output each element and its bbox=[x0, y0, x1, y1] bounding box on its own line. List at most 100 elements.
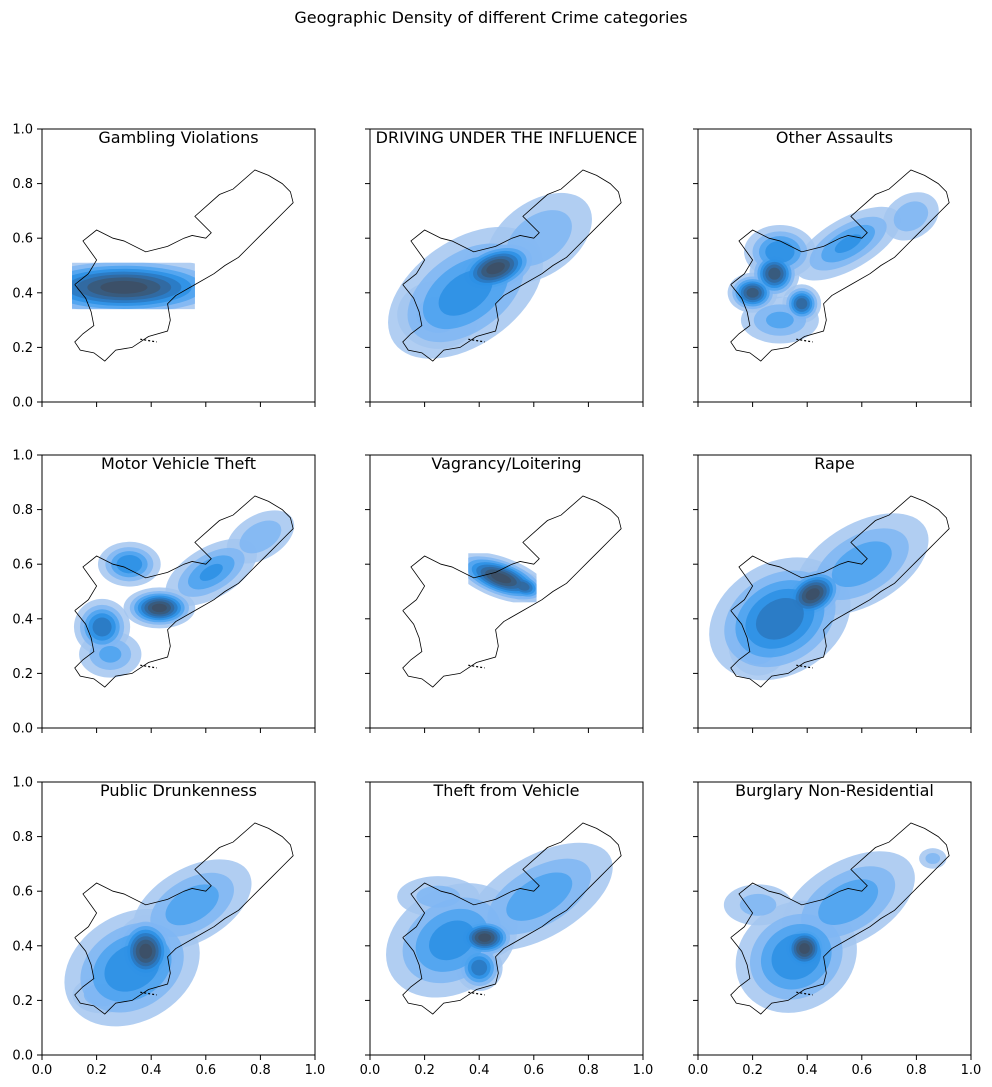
y-tick-label: 0.2 bbox=[12, 341, 33, 356]
density-contour-level-8-1 bbox=[490, 572, 512, 584]
y-tick-label: 0.6 bbox=[12, 885, 33, 900]
boundary-dashed-segment bbox=[468, 338, 485, 343]
density-layer bbox=[709, 513, 929, 681]
city-boundary bbox=[730, 495, 950, 688]
x-tick-label: 0.0 bbox=[32, 1063, 53, 1078]
density-contour-level-8-1 bbox=[139, 943, 153, 959]
density-layer bbox=[727, 192, 939, 344]
x-tick-label: 0.0 bbox=[360, 1063, 381, 1078]
y-tick-label: 0.4 bbox=[12, 612, 33, 627]
boundary-dashed-segment bbox=[140, 991, 157, 996]
density-contour-level-2-6 bbox=[893, 201, 929, 232]
density-contour-level-6-3 bbox=[796, 298, 808, 310]
density-contour-level-8-1 bbox=[151, 603, 167, 613]
density-contour-level-8-1 bbox=[478, 933, 492, 942]
panel-title: Theft from Vehicle bbox=[432, 781, 579, 800]
y-tick-label: 0.8 bbox=[12, 830, 33, 845]
x-tick-label: 0.0 bbox=[688, 1063, 709, 1078]
density-contour-level-6-2 bbox=[516, 581, 530, 591]
x-tick-label: 0.2 bbox=[414, 1063, 435, 1078]
density-contour-level-3-3 bbox=[818, 879, 879, 925]
y-tick-label: 1.0 bbox=[12, 449, 33, 464]
boundary-dashed-segment bbox=[796, 338, 813, 343]
density-contour-level-4-4 bbox=[199, 563, 223, 581]
density-contour-level-4-3 bbox=[429, 920, 475, 961]
density-contour-level-3-4 bbox=[506, 872, 573, 921]
x-tick-label: 0.8 bbox=[578, 1063, 599, 1078]
panel-2: DRIVING UNDER THE INFLUENCE bbox=[365, 128, 644, 407]
panel-title: Public Drunkenness bbox=[100, 781, 257, 800]
boundary-dashed-segment bbox=[468, 664, 485, 669]
x-tick-label: 0.4 bbox=[797, 1063, 818, 1078]
x-tick-label: 0.8 bbox=[906, 1063, 927, 1078]
density-contour-level-8-1 bbox=[486, 262, 505, 275]
axes-frame bbox=[697, 781, 972, 1056]
y-tick-label: 0.0 bbox=[12, 722, 33, 737]
boundary-dashed-segment bbox=[796, 991, 813, 996]
density-contour-level-3-7 bbox=[766, 311, 794, 329]
x-tick-label: 0.4 bbox=[141, 1063, 162, 1078]
density-contour-level-3-3 bbox=[165, 884, 219, 926]
panel-6: Rape bbox=[693, 454, 972, 733]
y-tick-label: 1.0 bbox=[12, 776, 33, 791]
axes-frame bbox=[369, 128, 644, 403]
y-tick-label: 0.0 bbox=[12, 396, 33, 411]
city-boundary bbox=[74, 495, 294, 688]
y-tick-label: 1.0 bbox=[12, 123, 33, 138]
panel-title: Gambling Violations bbox=[98, 128, 258, 147]
density-contour-level-8-1 bbox=[799, 943, 810, 954]
panel-title: DRIVING UNDER THE INFLUENCE bbox=[376, 128, 638, 147]
axes-frame bbox=[697, 128, 972, 403]
boundary-dashed-segment bbox=[140, 664, 157, 669]
density-contour-level-8-1 bbox=[805, 588, 820, 601]
city-boundary bbox=[730, 169, 950, 362]
y-tick-label: 0.6 bbox=[12, 232, 33, 247]
panel-title: Burglary Non-Residential bbox=[735, 781, 934, 800]
city-boundary bbox=[730, 822, 950, 1015]
panel-1: 0.0 0.2 0.4 0.6 0.8 1.0 Gambling Violations bbox=[12, 123, 316, 411]
density-contour-level-2-4 bbox=[739, 893, 777, 916]
panel-title: Vagrancy/Loitering bbox=[431, 454, 581, 473]
axes-frame bbox=[369, 454, 644, 729]
x-tick-label: 1.0 bbox=[633, 1063, 654, 1078]
figure-title: Geographic Density of different Crime ca… bbox=[294, 8, 687, 27]
x-tick-label: 1.0 bbox=[305, 1063, 326, 1078]
panel-8: 0.0 0.2 0.4 0.6 0.8 1.0 Theft from Vehicle bbox=[360, 781, 654, 1078]
density-layer bbox=[468, 553, 537, 603]
density-layer bbox=[388, 192, 592, 359]
panel-7: 0.0 0.2 0.4 0.6 0.8 1.0 0.0 0.2 0.4 0.6 0.8 1.0 Publ… bbox=[12, 776, 325, 1079]
city-boundary bbox=[402, 169, 622, 362]
x-tick-label: 0.4 bbox=[469, 1063, 490, 1078]
panel-title: Motor Vehicle Theft bbox=[101, 454, 256, 473]
y-tick-label: 0.8 bbox=[12, 177, 33, 192]
density-layer bbox=[386, 842, 613, 998]
axes-frame bbox=[41, 128, 316, 403]
x-tick-label: 1.0 bbox=[961, 1063, 982, 1078]
density-layer bbox=[723, 848, 947, 1013]
panel-4: 0.0 0.2 0.4 0.6 0.8 1.0 Motor Vehicle Theft bbox=[12, 449, 316, 737]
panel-9: 0.0 0.2 0.4 0.6 0.8 1.0 Burglary Non-Residenti… bbox=[688, 781, 982, 1078]
density-contour-level-2-5 bbox=[925, 852, 941, 864]
x-tick-label: 0.8 bbox=[250, 1063, 271, 1078]
city-boundary bbox=[402, 495, 622, 688]
density-contour-level-7-1 bbox=[768, 267, 781, 280]
panel-grid: 0.0 0.2 0.4 0.6 0.8 1.0 Gambling Violations DRI… bbox=[12, 123, 982, 1079]
city-boundary bbox=[74, 169, 294, 362]
density-layer bbox=[73, 510, 295, 678]
density-contour-level-4-4 bbox=[765, 240, 795, 263]
density-contour-level-3-6 bbox=[99, 645, 122, 663]
density-contour-level-8-1 bbox=[100, 280, 148, 294]
axes-frame bbox=[41, 781, 316, 1056]
y-tick-label: 0.8 bbox=[12, 503, 33, 518]
density-layer bbox=[64, 859, 252, 1027]
y-tick-label: 0.4 bbox=[12, 939, 33, 954]
x-tick-label: 0.2 bbox=[86, 1063, 107, 1078]
x-tick-label: 0.6 bbox=[851, 1063, 872, 1078]
y-tick-label: 0.6 bbox=[12, 558, 33, 573]
density-layer bbox=[72, 262, 195, 310]
panel-5: Vagrancy/Loitering bbox=[365, 454, 644, 733]
density-contour-level-2-5 bbox=[416, 885, 461, 908]
y-tick-label: 0.4 bbox=[12, 286, 33, 301]
y-tick-label: 0.2 bbox=[12, 994, 33, 1009]
